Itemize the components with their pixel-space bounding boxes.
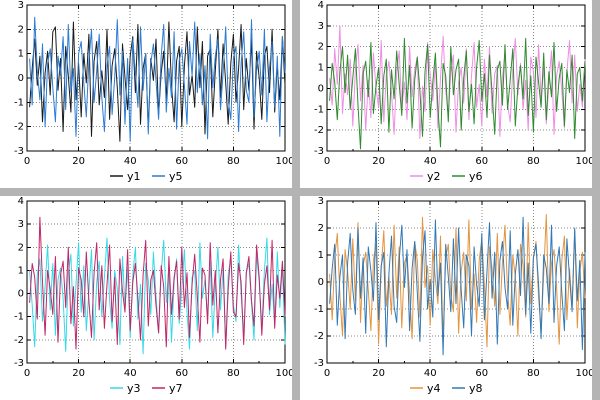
y-tick-label: -3 — [314, 146, 324, 157]
chart-panel-y1-y5: 0 20 40 60 80 100 -3 -2 -1 0 1 2 3 y1 y5 — [0, 0, 292, 188]
x-tick-label: 20 — [72, 368, 85, 379]
x-tick-label: 80 — [227, 156, 240, 167]
y-tick-label: 1 — [18, 265, 24, 276]
right-edge-strip — [592, 0, 600, 400]
y-tick-label: 1 — [318, 63, 324, 74]
y-tick-label: -2 — [314, 331, 324, 342]
vertical-splitter[interactable] — [292, 0, 300, 400]
chart-canvas-top-right: 0 20 40 60 80 100 -3 -2 -1 0 1 2 3 4 y2 y6 — [314, 0, 592, 183]
x-tick-label: 40 — [124, 368, 137, 379]
y-tick-label: -1 — [14, 312, 24, 323]
y-tick-label: 0 — [18, 289, 24, 300]
x-tick-label: 80 — [527, 156, 540, 167]
series-line-y5 — [29, 16, 286, 142]
y-tick-label: 4 — [18, 196, 24, 207]
series-line-y6 — [329, 37, 586, 150]
x-tick-label: 60 — [175, 368, 188, 379]
legend-label-y6: y6 — [469, 170, 483, 183]
y-tick-label: 1 — [18, 49, 24, 60]
y-tick-label: 3 — [318, 21, 324, 32]
y-tick-label: 2 — [318, 42, 324, 53]
x-tick-label: 60 — [475, 368, 488, 379]
y-tick-label: 4 — [318, 0, 324, 11]
x-tick-label: 20 — [72, 156, 85, 167]
series-line-y1 — [29, 21, 286, 142]
x-tick-label: 100 — [275, 156, 292, 167]
x-tick-label: 40 — [424, 156, 437, 167]
y-tick-label: -1 — [14, 97, 24, 108]
y-tick-label: 2 — [18, 24, 24, 35]
legend-label-y3: y3 — [127, 382, 141, 395]
y-tick-label: -2 — [314, 125, 324, 136]
x-tick-label: 100 — [275, 368, 292, 379]
y-tick-label: -2 — [14, 335, 24, 346]
legend-label-y5: y5 — [169, 170, 183, 183]
y-tick-label: -1 — [314, 304, 324, 315]
chart-panel-y2-y6: 0 20 40 60 80 100 -3 -2 -1 0 1 2 3 4 y2 y6 — [300, 0, 592, 188]
legend-label-y7: y7 — [169, 382, 183, 395]
x-tick-label: 0 — [24, 156, 30, 167]
y-tick-label: -2 — [14, 122, 24, 133]
y-tick-label: 0 — [18, 73, 24, 84]
chart-canvas-bottom-right: 0 20 40 60 80 100 -3 -2 -1 0 1 2 3 y4 y8 — [314, 196, 592, 395]
y-tick-label: 1 — [318, 250, 324, 261]
series-line-y8 — [329, 216, 586, 356]
y-tick-label: -3 — [14, 358, 24, 369]
y-tick-label: 2 — [318, 223, 324, 234]
y-tick-label: 2 — [18, 242, 24, 253]
y-tick-label: -1 — [314, 104, 324, 115]
x-tick-label: 60 — [175, 156, 188, 167]
y-tick-label: 3 — [18, 0, 24, 11]
x-tick-label: 100 — [575, 156, 592, 167]
y-tick-label: 3 — [18, 219, 24, 230]
chart-panel-y4-y8: 0 20 40 60 80 100 -3 -2 -1 0 1 2 3 y4 y8 — [300, 196, 592, 400]
x-tick-label: 40 — [124, 156, 137, 167]
legend-label-y4: y4 — [427, 382, 441, 395]
legend-label-y2: y2 — [427, 170, 441, 183]
series-line-y2 — [329, 25, 586, 139]
x-tick-label: 80 — [527, 368, 540, 379]
y-tick-label: 0 — [318, 277, 324, 288]
chart-panel-y3-y7: 0 20 40 60 80 100 -3 -2 -1 0 1 2 3 4 y3 y7 — [0, 196, 292, 400]
legend-label-y1: y1 — [127, 170, 141, 183]
x-tick-label: 0 — [324, 156, 330, 167]
x-tick-label: 0 — [324, 368, 330, 379]
chart-canvas-top-left: 0 20 40 60 80 100 -3 -2 -1 0 1 2 3 y1 y5 — [14, 0, 292, 183]
y-tick-label: -3 — [14, 146, 24, 157]
x-tick-label: 40 — [424, 368, 437, 379]
x-tick-label: 0 — [24, 368, 30, 379]
y-tick-label: -3 — [314, 358, 324, 369]
y-tick-label: 3 — [318, 196, 324, 207]
chart-canvas-bottom-left: 0 20 40 60 80 100 -3 -2 -1 0 1 2 3 4 y3 y7 — [14, 196, 292, 395]
legend-label-y8: y8 — [469, 382, 483, 395]
x-tick-label: 100 — [575, 368, 592, 379]
x-tick-label: 60 — [475, 156, 488, 167]
y-tick-label: 0 — [318, 83, 324, 94]
series-line-y7 — [29, 216, 286, 350]
x-tick-label: 20 — [372, 156, 385, 167]
series-line-y4 — [329, 214, 586, 348]
x-tick-label: 80 — [227, 368, 240, 379]
x-tick-label: 20 — [372, 368, 385, 379]
horizontal-splitter[interactable] — [0, 188, 592, 196]
